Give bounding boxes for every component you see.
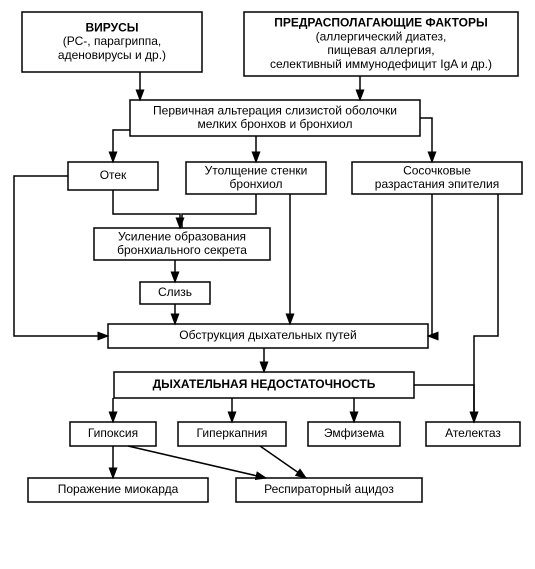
node-obstruction: Обструкция дыхательных путей	[108, 324, 428, 348]
node-mucus-line-0: Слизь	[158, 285, 192, 299]
node-secretion-line-0: Усиление образования	[118, 229, 246, 243]
node-hypercap-line-0: Гиперкапния	[197, 426, 268, 440]
node-obstruction-line-0: Обструкция дыхательных путей	[179, 328, 356, 342]
node-emphysema-line-0: Эмфизема	[324, 426, 385, 440]
node-mucus: Слизь	[140, 282, 210, 304]
node-thicken-line-1: бронхиол	[230, 177, 283, 191]
node-resp_fail-line-0: ДЫХАТЕЛЬНАЯ НЕДОСТАТОЧНОСТЬ	[153, 377, 376, 391]
node-papillary-line-0: Сосочковые	[403, 163, 471, 177]
node-hypoxia: Гипоксия	[70, 422, 156, 446]
flowchart-canvas: ВИРУСЫ(РС-, парагриппа,аденовирусы и др.…	[0, 0, 535, 569]
node-viruses-line-0: ВИРУСЫ	[85, 20, 138, 34]
edge-hypoxia-to-acidosis	[128, 446, 266, 478]
node-viruses-line-2: аденовирусы и др.)	[58, 48, 166, 62]
node-predisp-line-3: селективный иммунодефицит IgA и др.)	[270, 57, 492, 71]
node-hypoxia-line-0: Гипоксия	[88, 426, 138, 440]
node-thicken-line-0: Утолщение стенки	[205, 163, 308, 177]
node-secretion-line-1: бронхиального секрета	[117, 243, 247, 257]
node-papillary-line-1: разрастания эпителия	[375, 177, 499, 191]
edge-resp_fail-to-atelectasis	[414, 385, 474, 422]
node-primary-line-1: мелких бронхов и бронхиол	[198, 117, 353, 131]
node-acidosis-line-0: Респираторный ацидоз	[264, 482, 394, 496]
node-viruses-line-1: (РС-, парагриппа,	[63, 34, 161, 48]
edge-primary-to-edema	[113, 130, 130, 162]
edge-hypercap-to-acidosis	[260, 446, 306, 478]
node-atelectasis: Ателектаз	[426, 422, 520, 446]
node-predisp-line-0: ПРЕДРАСПОЛАГАЮЩИЕ ФАКТОРЫ	[274, 15, 488, 29]
edge-primary-to-papillary	[420, 118, 432, 162]
node-myocard-line-0: Поражение миокарда	[58, 482, 179, 496]
edge-thicken-to-secretion	[182, 194, 256, 228]
node-secretion: Усиление образованиябронхиального секрет…	[94, 228, 270, 260]
node-primary: Первичная альтерация слизистой оболочким…	[130, 100, 420, 136]
node-viruses: ВИРУСЫ(РС-, парагриппа,аденовирусы и др.…	[22, 12, 202, 72]
node-emphysema: Эмфизема	[308, 422, 400, 446]
node-papillary: Сосочковыеразрастания эпителия	[352, 162, 522, 194]
node-myocard: Поражение миокарда	[28, 478, 208, 502]
node-atelectasis-line-0: Ателектаз	[445, 426, 501, 440]
node-predisp: ПРЕДРАСПОЛАГАЮЩИЕ ФАКТОРЫ(аллергический …	[244, 12, 518, 76]
node-thicken: Утолщение стенкибронхиол	[186, 162, 326, 194]
edge-papillary-to-obstruction	[428, 194, 432, 336]
node-edema-line-0: Отек	[100, 168, 127, 182]
node-predisp-line-2: пищевая аллергия,	[327, 43, 434, 57]
node-edema: Отек	[68, 162, 158, 190]
node-primary-line-0: Первичная альтерация слизистой оболочки	[153, 103, 397, 117]
edge-papillary-to-atelectasis	[474, 194, 498, 422]
node-hypercap: Гиперкапния	[178, 422, 286, 446]
edge-edema-to-secretion	[113, 190, 180, 228]
node-acidosis: Респираторный ацидоз	[236, 478, 422, 502]
node-predisp-line-1: (аллергический диатез,	[316, 29, 447, 43]
node-resp_fail: ДЫХАТЕЛЬНАЯ НЕДОСТАТОЧНОСТЬ	[114, 372, 414, 398]
